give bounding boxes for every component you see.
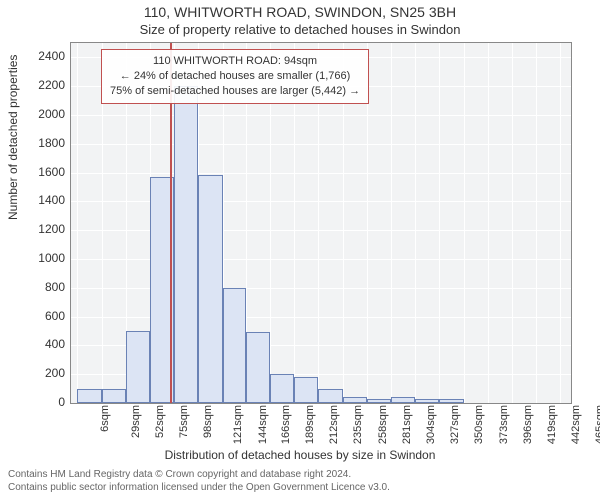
gridline-horizontal: [71, 230, 571, 231]
gridline-horizontal: [71, 288, 571, 289]
x-tick-label: 6sqm: [99, 405, 111, 432]
histogram-bar: [294, 377, 318, 403]
x-tick-label: 189sqm: [304, 405, 316, 444]
histogram-bar: [318, 389, 342, 403]
y-tick-label: 1400: [25, 193, 65, 207]
gridline-horizontal: [71, 317, 571, 318]
histogram-bar: [270, 374, 294, 403]
histogram-bar: [102, 389, 126, 403]
y-tick-label: 1200: [25, 222, 65, 236]
y-tick-label: 1000: [25, 251, 65, 265]
footer-line-2: Contains public sector information licen…: [8, 481, 390, 494]
x-tick-label: 29sqm: [130, 405, 142, 438]
y-axis-label: Number of detached properties: [6, 55, 20, 220]
histogram-bar: [415, 399, 439, 403]
x-tick-label: 327sqm: [449, 405, 461, 444]
footer-attribution: Contains HM Land Registry data © Crown c…: [8, 468, 390, 494]
gridline-vertical: [560, 43, 561, 403]
info-line-2: ← 24% of detached houses are smaller (1,…: [110, 69, 360, 84]
x-tick-label: 373sqm: [498, 405, 510, 444]
gridline-vertical: [536, 43, 537, 403]
chart-plot-area: 110 WHITWORTH ROAD: 94sqm ← 24% of detac…: [70, 42, 572, 404]
gridline-horizontal: [71, 115, 571, 116]
info-callout-box: 110 WHITWORTH ROAD: 94sqm ← 24% of detac…: [101, 49, 369, 104]
x-tick-label: 144sqm: [257, 405, 269, 444]
histogram-bar: [174, 86, 198, 403]
x-tick-label: 75sqm: [178, 405, 190, 438]
histogram-bar: [223, 288, 246, 403]
x-tick-label: 281sqm: [401, 405, 413, 444]
gridline-vertical: [512, 43, 513, 403]
title-subtitle: Size of property relative to detached ho…: [0, 22, 600, 37]
x-tick-label: 396sqm: [522, 405, 534, 444]
x-tick-label: 465sqm: [595, 405, 600, 444]
footer-line-1: Contains HM Land Registry data © Crown c…: [8, 468, 390, 481]
x-tick-label: 166sqm: [280, 405, 292, 444]
gridline-vertical: [77, 43, 78, 403]
gridline-vertical: [439, 43, 440, 403]
x-tick-label: 98sqm: [202, 405, 214, 438]
histogram-bar: [439, 399, 463, 403]
x-tick-label: 442sqm: [570, 405, 582, 444]
x-tick-label: 419sqm: [546, 405, 558, 444]
x-tick-label: 52sqm: [154, 405, 166, 438]
x-tick-label: 121sqm: [233, 405, 245, 444]
y-tick-label: 800: [25, 280, 65, 294]
histogram-bar: [126, 331, 150, 403]
y-tick-label: 1600: [25, 165, 65, 179]
y-tick-label: 2200: [25, 78, 65, 92]
x-tick-label: 350sqm: [474, 405, 486, 444]
histogram-bar: [367, 399, 391, 403]
x-tick-label: 304sqm: [425, 405, 437, 444]
y-tick-label: 2000: [25, 107, 65, 121]
gridline-horizontal: [71, 144, 571, 145]
gridline-vertical: [391, 43, 392, 403]
x-tick-label: 235sqm: [353, 405, 365, 444]
info-line-1: 110 WHITWORTH ROAD: 94sqm: [110, 54, 360, 69]
y-tick-label: 600: [25, 309, 65, 323]
gridline-horizontal: [71, 173, 571, 174]
x-axis-label: Distribution of detached houses by size …: [0, 448, 600, 462]
histogram-bar: [391, 397, 415, 403]
y-tick-label: 2400: [25, 49, 65, 63]
histogram-bar: [343, 397, 367, 403]
y-tick-label: 200: [25, 366, 65, 380]
gridline-horizontal: [71, 201, 571, 202]
info-line-3: 75% of semi-detached houses are larger (…: [110, 84, 360, 99]
histogram-bar: [77, 389, 101, 403]
gridline-horizontal: [71, 259, 571, 260]
histogram-bar: [246, 332, 270, 403]
histogram-bar: [198, 175, 222, 403]
gridline-vertical: [488, 43, 489, 403]
x-tick-label: 212sqm: [328, 405, 340, 444]
gridline-vertical: [464, 43, 465, 403]
y-tick-label: 1800: [25, 136, 65, 150]
x-tick-label: 258sqm: [377, 405, 389, 444]
chart-container: 110, WHITWORTH ROAD, SWINDON, SN25 3BH S…: [0, 0, 600, 500]
y-tick-label: 400: [25, 337, 65, 351]
y-tick-label: 0: [25, 395, 65, 409]
gridline-vertical: [415, 43, 416, 403]
title-address: 110, WHITWORTH ROAD, SWINDON, SN25 3BH: [0, 4, 600, 20]
